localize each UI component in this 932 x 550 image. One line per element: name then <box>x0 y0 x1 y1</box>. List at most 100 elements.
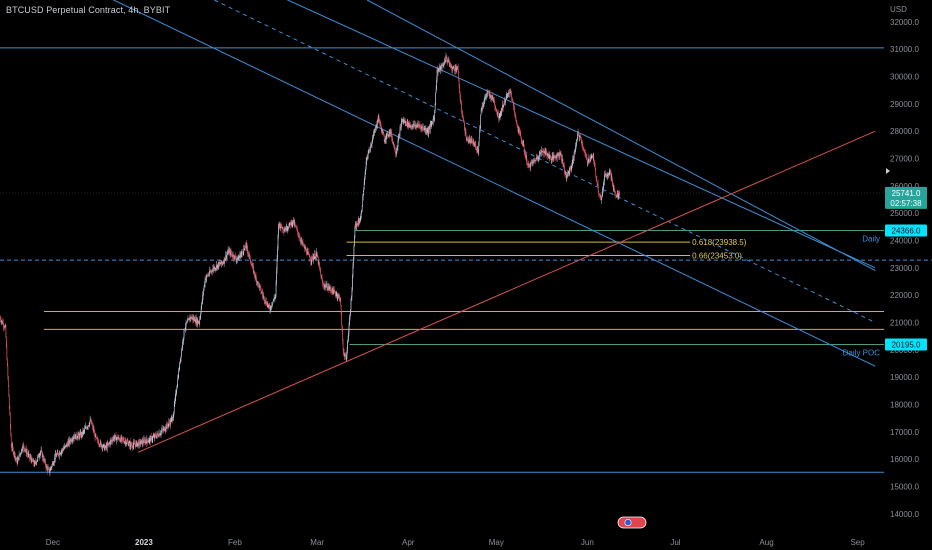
candle-body <box>504 100 506 102</box>
candle-body <box>196 318 198 324</box>
candle-body <box>237 257 239 261</box>
y-tick-label: 32000.0 <box>890 18 919 27</box>
candle-body <box>231 254 233 256</box>
candle-body <box>411 126 413 128</box>
candle-body <box>80 432 82 437</box>
candle-body <box>491 95 492 100</box>
candle-body <box>618 191 620 195</box>
candle-body <box>419 125 420 127</box>
candle-body <box>540 152 542 155</box>
candle-body <box>322 284 324 285</box>
candle-body <box>71 439 72 442</box>
candle-body <box>13 453 15 454</box>
candle-body <box>443 64 445 66</box>
candle-body <box>120 440 121 442</box>
candle-body <box>193 317 195 320</box>
candle-body <box>103 444 105 450</box>
candle-body <box>566 174 568 179</box>
candle-body <box>463 119 464 122</box>
candle-body <box>252 265 254 267</box>
candle-body <box>153 435 155 438</box>
candle-body <box>56 454 58 457</box>
candle-body <box>550 156 552 160</box>
candle-body <box>206 275 207 278</box>
candle-body <box>468 140 469 143</box>
candle-body <box>610 170 612 178</box>
candle-body <box>66 444 67 447</box>
candle-body <box>505 99 506 103</box>
candle-body <box>131 445 133 448</box>
candle-body <box>451 65 453 71</box>
candle-body <box>351 296 352 300</box>
candle-body <box>230 251 232 254</box>
candle-body <box>212 271 213 272</box>
candle-body <box>417 124 419 126</box>
candle-body <box>545 151 547 153</box>
candle-body <box>465 131 467 138</box>
candle-body <box>476 149 478 151</box>
candle-body <box>603 183 604 189</box>
x-axis[interactable]: Dec 2023 Feb Mar Apr May Jun Jul Aug Sep <box>46 538 865 547</box>
play-arrow-icon <box>886 168 890 174</box>
candle-body <box>229 250 230 252</box>
candle-body <box>167 425 169 427</box>
candle-body <box>103 444 105 446</box>
candle-body <box>325 284 326 288</box>
candle-body <box>274 298 275 300</box>
candle-body <box>552 155 553 157</box>
candle-body <box>506 95 508 97</box>
candle-body <box>582 142 583 147</box>
candle-body <box>539 152 541 155</box>
candle-body <box>382 132 384 135</box>
candle-body <box>599 193 600 196</box>
candle-body <box>73 438 74 440</box>
candle-body <box>403 120 405 122</box>
candle-body <box>293 220 295 223</box>
candle-body <box>576 139 577 143</box>
candle-body <box>604 174 606 176</box>
candle-body <box>596 180 598 185</box>
y-axis-unit: USD <box>890 5 907 14</box>
candle-body <box>387 135 389 137</box>
candle-body <box>169 423 171 425</box>
channel-outer-top <box>366 0 876 272</box>
candle-body <box>362 195 364 197</box>
candle-body <box>95 434 96 438</box>
candle-body <box>516 121 518 125</box>
candle-body <box>269 309 271 311</box>
candle-body <box>427 129 429 132</box>
candle-body <box>84 428 86 431</box>
candle-body <box>148 441 150 442</box>
candle-body <box>560 152 561 156</box>
y-axis[interactable]: USD 14000.0 15000.0 16000.0 17000.0 18000.0 19… <box>890 5 919 519</box>
candle-body <box>415 124 416 126</box>
candle-body <box>464 122 465 130</box>
candle-body <box>37 456 39 460</box>
candle-body <box>220 260 222 264</box>
candle-body <box>33 460 35 464</box>
candle-body <box>20 452 22 454</box>
candle-body <box>538 157 540 158</box>
candle-body <box>402 119 403 122</box>
candle-body <box>482 105 484 107</box>
candle-body <box>74 437 75 439</box>
candle-body <box>503 105 505 108</box>
candle-body <box>499 116 501 118</box>
candle-body <box>281 227 283 229</box>
candle-body <box>323 284 324 286</box>
y-tick-label: 23000.0 <box>890 264 919 273</box>
price-tags-layer: 25741.002:57:38 24366.0 20195.0 <box>0 186 927 351</box>
candle-body <box>598 190 599 194</box>
candle-body <box>292 220 294 224</box>
candle-body <box>443 65 444 66</box>
candle-body <box>335 293 337 296</box>
candle-body <box>603 180 605 184</box>
candle-body <box>218 262 220 267</box>
candle-body <box>518 129 519 132</box>
candle-body <box>6 359 8 366</box>
candle-body <box>142 440 144 443</box>
candle-body <box>406 124 408 126</box>
candle-body <box>170 420 172 423</box>
candle-body <box>479 128 481 138</box>
